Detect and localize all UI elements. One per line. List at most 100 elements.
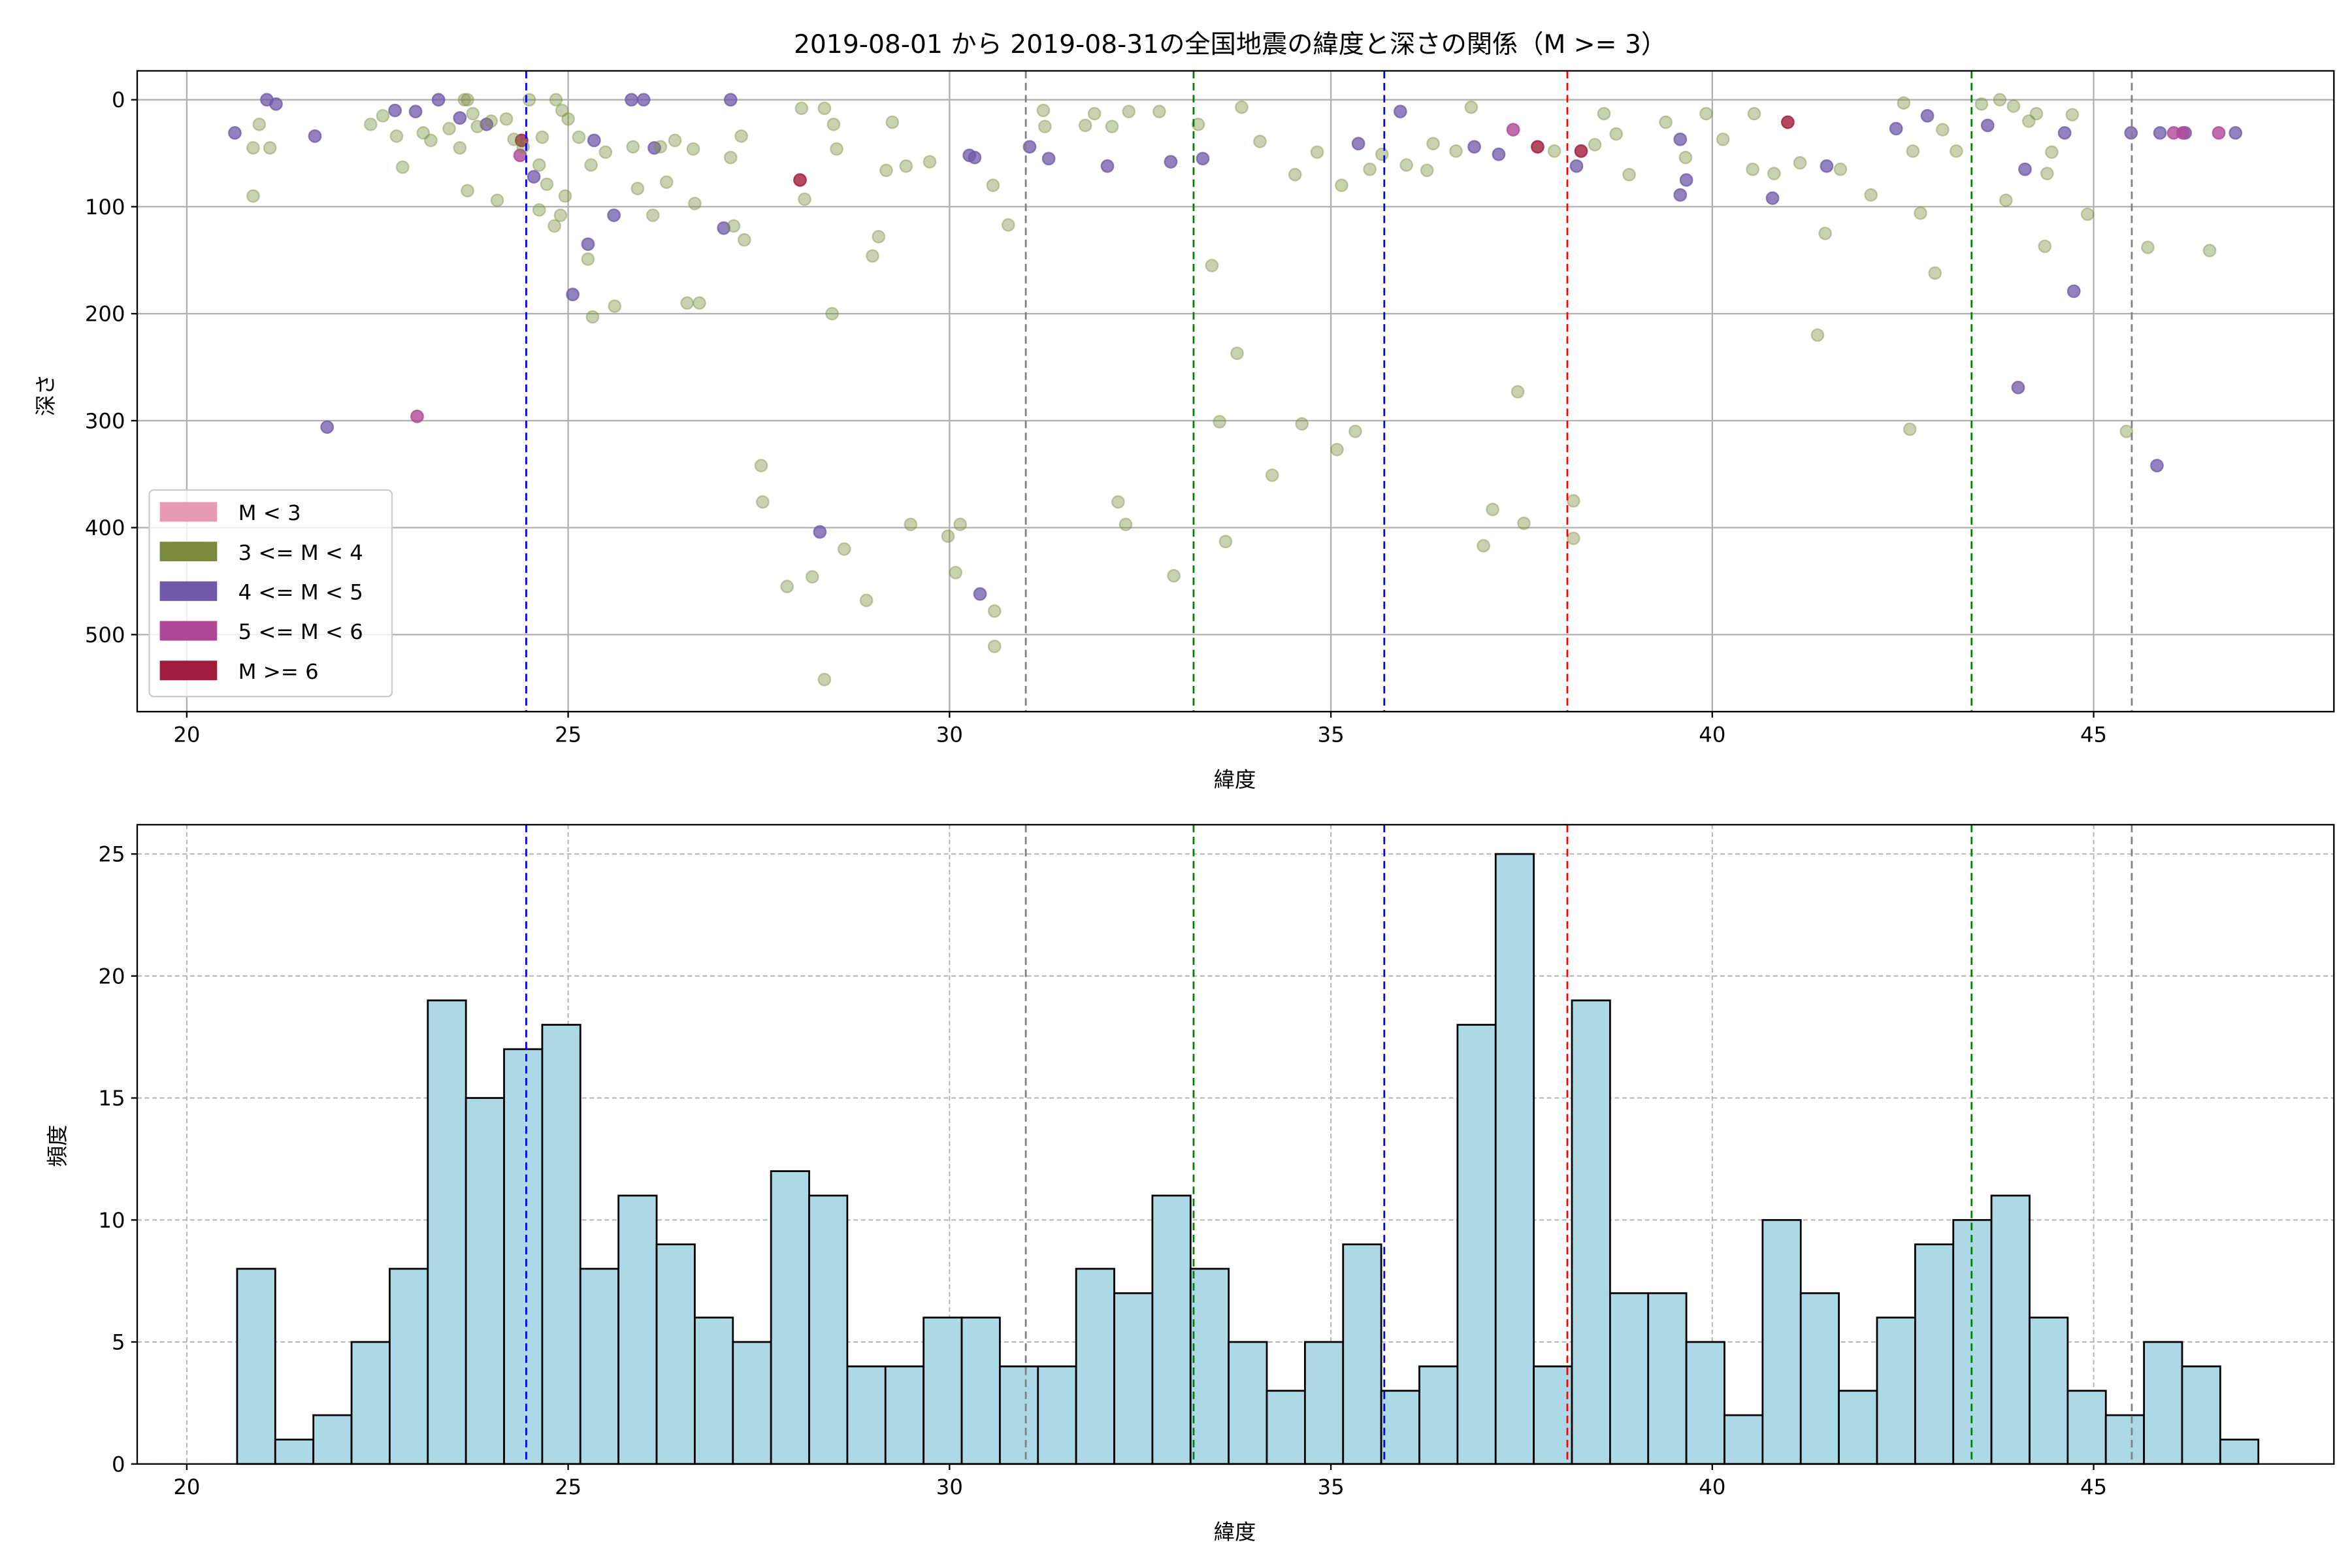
data-point [416,126,431,140]
histogram-bar [1533,1365,1573,1465]
y-tick-label: 100 [85,195,125,220]
data-point [817,101,832,116]
x-tick-label: 35 [1318,1475,1345,1499]
data-point [686,142,700,156]
data-point [1506,123,1520,137]
data-point [527,170,541,184]
data-point [1449,144,1463,158]
data-point [1511,385,1525,399]
data-point [1467,140,1481,154]
data-point [431,93,446,107]
histogram-y-label: 頻度 [45,1125,70,1168]
x-tick-label: 40 [1699,722,1725,747]
x-tick-label: 40 [1699,1475,1725,1499]
data-point [1569,159,1584,173]
data-point [734,129,749,143]
data-point [817,672,832,687]
data-point [879,163,893,178]
data-point [737,233,751,247]
data-point [653,140,668,154]
data-point [953,517,968,532]
histogram-bar [1228,1341,1268,1465]
data-point [2006,99,2021,113]
data-point [395,160,410,174]
x-tick-label: 45 [2080,722,2107,747]
data-point [987,639,1002,653]
data-point [1820,159,1834,173]
data-point [410,409,424,423]
data-point [1399,158,1414,172]
data-point [659,175,674,189]
plot-frame [136,70,2335,713]
data-point [1622,167,1636,182]
data-point [1486,502,1499,517]
histogram-bar [617,1194,658,1465]
histogram-bar [1151,1194,1192,1465]
data-point [1818,226,1832,240]
data-point [1673,188,1688,202]
data-point [461,184,474,198]
data-point [1375,147,1389,161]
data-point [1566,531,1580,546]
data-point [723,93,738,107]
histogram-bar [503,1048,544,1465]
data-point [320,420,335,434]
scatter-x-label: 緯度 [1214,768,1256,792]
data-point [1678,150,1693,165]
data-point [555,103,569,118]
histogram-x-label: 緯度 [1214,1520,1256,1544]
data-point [376,108,390,123]
y-tick-label: 400 [85,515,125,540]
data-point [2057,126,2072,140]
data-point [1191,117,1205,131]
data-point [1747,106,1761,121]
y-tick-label: 0 [112,88,125,112]
scatter-y-label: 深さ [33,374,58,416]
histogram-bar [884,1365,925,1465]
data-point [558,189,572,203]
data-point [308,129,322,143]
data-point [598,145,613,159]
data-point [859,593,874,608]
data-point [1152,105,1166,119]
x-tick-label: 20 [173,722,200,747]
histogram-bar [1723,1414,1764,1465]
data-point [1078,118,1092,133]
data-point [389,129,404,143]
data-point [813,525,827,539]
histogram-bar [923,1316,963,1465]
data-point [584,158,598,172]
histogram-bar [541,1024,581,1465]
histogram-bar [312,1414,353,1465]
data-point [805,570,819,584]
histogram-bar [1685,1341,1725,1465]
data-point [1679,173,1693,187]
data-point [941,529,955,544]
data-point [252,117,267,131]
histogram-bar [655,1243,696,1465]
data-point [2044,145,2059,159]
data-point [587,133,601,148]
data-point [1492,147,1506,161]
data-point [1914,206,1927,220]
data-point [1041,152,1056,166]
data-point [1974,97,1989,111]
data-point [453,140,467,155]
data-point [549,93,563,107]
data-point [1566,494,1580,508]
data-point [645,208,660,222]
histogram-bar [1380,1390,1420,1465]
data-point [2011,380,2025,395]
data-point [626,140,640,154]
data-point [830,142,843,156]
data-point [1037,120,1052,133]
data-point [522,93,536,107]
data-point [1659,115,1673,129]
histogram-bar [1342,1243,1382,1465]
histogram-bar [2104,1414,2145,1465]
data-point [1574,144,1588,158]
data-point [507,132,521,146]
legend-swatch [159,542,218,562]
data-point [2153,126,2167,140]
histogram-bar [465,1097,505,1465]
